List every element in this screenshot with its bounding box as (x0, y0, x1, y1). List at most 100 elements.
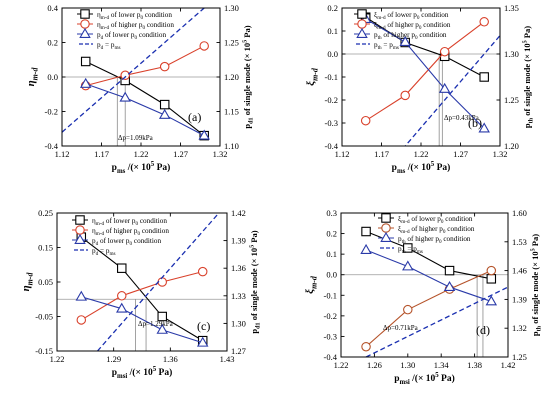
delta-p-annotation: Δp=0.43kPa (444, 114, 480, 122)
y2-tick-label: 1.30 (224, 3, 239, 13)
series-line-3 (365, 286, 508, 357)
data-point-0-2 (444, 265, 455, 276)
chart-panel-d: 1.22 1.26 1.30 1.34 1.38 1.42 -0.4 -0.3 -0.2 -0.1… (304, 208, 543, 386)
delta-p-annotation: Δp=0.71kPa (383, 324, 419, 332)
y2-axis-title: pth of single mode (× 105 Pa) (522, 26, 535, 128)
chart-panel-b: 1.12 1.17 1.22 1.27 1.32 -0.4 -0.3 -0.2 -0.1 0.0 0… (305, 3, 535, 175)
x-tick-label: 1.22 (414, 149, 429, 159)
data-point-2-0 (75, 290, 88, 301)
legend-label-3: pth = pms (398, 245, 423, 255)
x-axis-title: pmsi /(× 105 Pa) (394, 372, 455, 386)
x-tick-label: 1.32 (493, 149, 508, 159)
y2-tick-label: 1.15 (224, 107, 239, 117)
y-tick-label: 0.1 (326, 249, 337, 259)
x-tick-label: 1.30 (400, 360, 415, 370)
legend-marker-2 (380, 231, 392, 242)
series-line-1 (81, 271, 203, 321)
series-layer (62, 8, 210, 141)
legend-marker-2 (356, 27, 368, 38)
x-tick-label: 1.38 (467, 360, 482, 370)
data-point-0-2 (159, 99, 170, 110)
y-tick-label: 0.15 (38, 243, 53, 253)
series-line-0 (85, 60, 205, 137)
y2-axis-title: pth of single mode (× 105 Pa) (530, 234, 543, 336)
y2-tick-label: 1.25 (504, 95, 519, 105)
y2-tick-label: 1.35 (504, 3, 519, 13)
x-tick-label: 1.22 (50, 354, 65, 364)
legend-label-3: pd = pms (92, 247, 115, 257)
legend-marker-2 (74, 233, 86, 244)
data-point-0-1 (403, 243, 413, 253)
x-axis-title: pms /(× 105 Pa) (392, 161, 451, 175)
series-line-2 (365, 18, 485, 129)
legend-label-3: pd = pms (97, 41, 120, 51)
legend-label-2: pd of lower p0 condition (92, 237, 161, 247)
legend-label-2: pth of higher p0 condition (374, 31, 447, 41)
x-tick-label: 1.34 (434, 360, 450, 370)
data-point-2-1 (402, 260, 414, 271)
data-point-2-2 (438, 82, 451, 93)
y-tick-label: -0.2 (325, 95, 338, 105)
data-point-1-1 (400, 90, 410, 101)
svg-text:pth of single mode (× 105 Pa): pth of single mode (× 105 Pa) (530, 234, 543, 336)
x-axis-title: pms /(× 105 Pa) (112, 161, 171, 175)
data-point-2-3 (478, 122, 490, 133)
y2-tick-label: 1.46 (512, 266, 527, 276)
x-tick-label: 1.29 (106, 354, 121, 364)
data-point-1-3 (197, 266, 208, 277)
data-point-2-2 (443, 280, 456, 292)
y2-tick-label: 1.39 (231, 236, 246, 246)
x-tick-label: 1.22 (134, 149, 149, 159)
y2-tick-label: 1.20 (224, 72, 239, 82)
y-tick-label: -0.2 (324, 311, 337, 321)
legend-label-2: pd of lower p0 condition (97, 31, 166, 41)
y-tick-label: 0.05 (38, 277, 53, 287)
data-point-1-1 (403, 304, 413, 315)
x-tick-label: 1.43 (220, 354, 235, 364)
y-tick-label: -0.2 (45, 107, 58, 117)
data-point-0-3 (479, 72, 489, 82)
data-point-1-0 (360, 115, 371, 126)
x-tick-label: 1.27 (453, 149, 468, 159)
data-point-2-0 (79, 77, 92, 88)
y-axis-title: ηm-d (25, 67, 39, 87)
x-tick-label: 1.27 (173, 149, 188, 159)
series-line-0 (365, 16, 485, 78)
y2-tick-label: 1.25 (224, 38, 239, 48)
x-tick-label: 1.17 (374, 149, 389, 159)
y2-axis-title: pd1 of single mode (× 105 Pa) (242, 25, 255, 128)
y-tick-label: 0.0 (326, 270, 337, 280)
chart-panel-c: 1.22 1.29 1.36 1.43 -0.15 -0.05 0.05 0.15 0.25 1.… (20, 208, 262, 380)
data-point-0-0 (361, 226, 371, 237)
series-line-3 (96, 213, 220, 351)
data-point-1-1 (117, 291, 127, 301)
x-tick-label: 1.12 (55, 149, 70, 159)
data-point-0-0 (80, 56, 91, 67)
y2-tick-label: 1.32 (512, 323, 527, 333)
y2-tick-label: 1.36 (231, 263, 246, 273)
y2-tick-label: 1.25 (512, 352, 527, 362)
data-point-1-3 (486, 265, 497, 276)
y2-tick-label: 1.42 (231, 208, 246, 218)
series-line-2 (365, 249, 492, 302)
plot-frame (340, 212, 509, 358)
data-point-2-1 (119, 91, 131, 102)
x-tick-label: 1.26 (367, 360, 382, 370)
legend-label-0: ηm-d of lower p0 condition (92, 217, 167, 227)
y-tick-label: 0.0 (327, 49, 338, 59)
legend-marker-0 (75, 215, 85, 225)
y-tick-label: 0.25 (38, 208, 53, 218)
y2-tick-label: 1.20 (504, 141, 519, 151)
y-tick-label: -0.4 (325, 141, 339, 151)
data-point-1-2 (439, 46, 450, 57)
series-line-2 (85, 83, 205, 137)
y-tick-label: -0.1 (324, 290, 337, 300)
y-tick-label: 0.2 (327, 3, 338, 13)
y-tick-label: 0.2 (326, 229, 337, 239)
chart-panel-a: 1.12 1.17 1.22 1.27 1.32 -0.4 -0.2 0.0 0.2 0.4 1.1… (25, 3, 255, 175)
y-tick-label: -0.15 (35, 346, 53, 356)
y2-tick-label: 1.10 (224, 141, 239, 151)
y2-tick-label: 1.27 (231, 346, 246, 356)
